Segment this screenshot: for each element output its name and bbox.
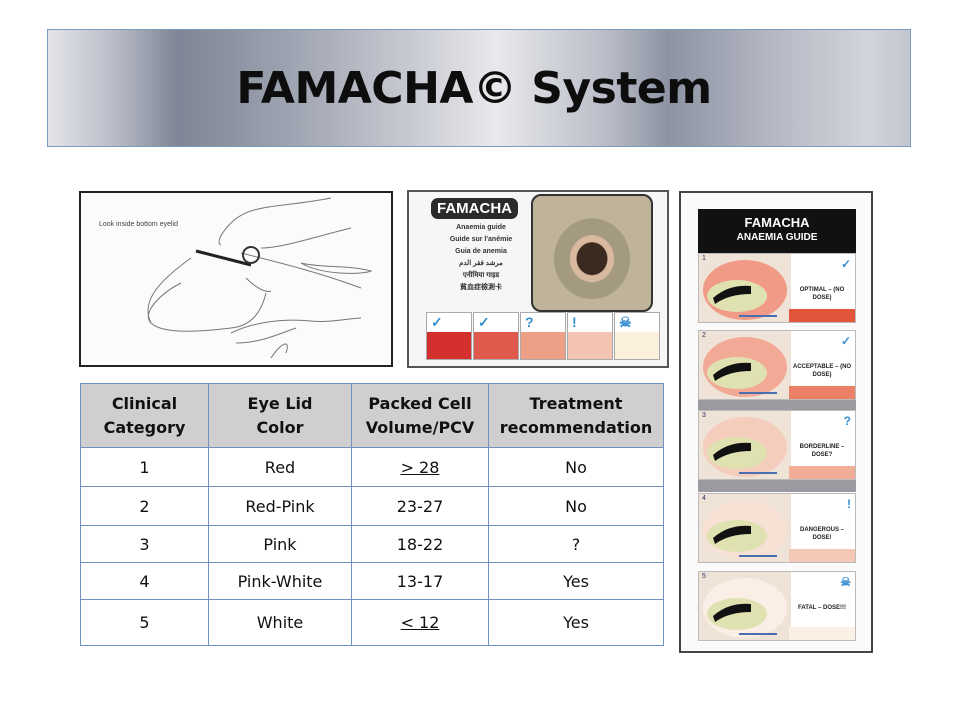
- panel-number: 4: [702, 495, 706, 502]
- header-eye-lid-color: Eye Lid Color: [208, 383, 352, 448]
- swatch-1: ✓: [426, 312, 472, 360]
- panel-label: ACCEPTABLE – (NO DOSE): [792, 364, 852, 378]
- table-row: 2 Red-Pink 23-27 No: [80, 486, 664, 526]
- pcv-cell: 18-22: [351, 525, 489, 563]
- guide-subtitle: ANAEMIA GUIDE: [736, 232, 818, 243]
- eyelid-illustration: [699, 572, 791, 640]
- language-label: Guide sur l'anémie: [449, 236, 513, 243]
- pcv-cell: < 12: [351, 599, 489, 646]
- swatch-4: !: [567, 312, 613, 360]
- guide-panel-4: 4 ! DANGEROUS – DOSE!: [698, 493, 856, 563]
- check-icon: ✓: [431, 314, 443, 330]
- eyelid-illustration: [699, 331, 791, 399]
- category-cell: 1: [80, 447, 209, 487]
- check-icon: ✓: [478, 314, 490, 330]
- language-label: 貧血症檢測卡: [460, 284, 502, 291]
- language-label: Anaemia guide: [456, 224, 506, 231]
- panel-label: DANGEROUS – DOSE!: [799, 527, 844, 541]
- pcv-cell: > 28: [351, 447, 489, 487]
- illustration-caption: Look inside bottom eyelid: [99, 221, 178, 228]
- header-pcv: Packed Cell Volume/PCV: [351, 383, 489, 448]
- famacha-anaemia-guide: FAMACHA ANAEMIA GUIDE 1 ✓ OPTIMAL – (NO …: [679, 191, 873, 653]
- slide-title: FAMACHA© System: [236, 62, 712, 114]
- card-language-list: Anaemia guide Guide sur l'anémie Guia de…: [431, 222, 531, 294]
- color-bar: [789, 386, 855, 399]
- category-cell: 5: [80, 599, 209, 646]
- eyelid-examination-illustration: Look inside bottom eyelid: [79, 191, 393, 367]
- eyelid-color-cell: Red-Pink: [208, 486, 352, 526]
- color-bar: [789, 466, 855, 479]
- category-cell: 3: [80, 525, 209, 563]
- panel-number: 3: [702, 412, 706, 419]
- pcv-cell: 23-27: [351, 486, 489, 526]
- color-bar: [789, 627, 855, 640]
- famacha-logo: FAMACHA: [431, 198, 518, 219]
- panel-label: BORDERLINE – DOSE?: [799, 444, 845, 458]
- table-header-row: Clinical Category Eye Lid Color Packed Cel…: [80, 383, 664, 448]
- language-label: مرشد فقر الدم: [459, 260, 503, 267]
- guide-title: FAMACHA: [744, 215, 810, 230]
- guide-header: FAMACHA ANAEMIA GUIDE: [698, 209, 856, 253]
- swatch-color: [521, 332, 565, 359]
- panel-number: 1: [702, 255, 706, 262]
- table-row: 1 Red > 28 No: [80, 447, 664, 487]
- treatment-cell: No: [488, 486, 664, 526]
- swatch-color: [474, 332, 518, 359]
- eyelid-illustration: [699, 494, 791, 562]
- skull-icon: ☠: [840, 575, 851, 589]
- swatch-5: ☠: [614, 312, 660, 360]
- treatment-cell: Yes: [488, 562, 664, 600]
- header-clinical-category: Clinical Category: [80, 383, 209, 448]
- question-icon: ?: [843, 414, 851, 428]
- swatch-3: ?: [520, 312, 566, 360]
- eyelid-illustration: [699, 254, 791, 322]
- language-label: Guia de anemia: [455, 248, 507, 255]
- table-row: 3 Pink 18-22?: [80, 525, 664, 563]
- exclamation-icon: !: [572, 314, 577, 330]
- famacha-table: Clinical Category Eye Lid Color Packed Cel…: [80, 383, 664, 646]
- header-treatment: Treatment recommendation: [488, 383, 664, 448]
- skull-icon: ☠: [619, 314, 632, 330]
- exclamation-icon: !: [847, 497, 851, 511]
- color-bar: [789, 309, 855, 322]
- eyelid-color-cell: Red: [208, 447, 352, 487]
- swatch-color: [427, 332, 471, 359]
- eyelid-color-cell: Pink-White: [208, 562, 352, 600]
- category-cell: 2: [80, 486, 209, 526]
- panel-label: FATAL – DOSE!!!: [798, 605, 846, 611]
- pcv-cell: 13-17: [351, 562, 489, 600]
- table-row: 5 White < 12 Yes: [80, 599, 664, 646]
- check-icon: ✓: [840, 334, 851, 348]
- language-label: एनीमिया गाइड: [462, 272, 500, 279]
- table-row: 4 Pink-White 13-17 Yes: [80, 562, 664, 600]
- question-icon: ?: [525, 314, 534, 330]
- swatch-color: [568, 332, 612, 359]
- color-bar: [789, 549, 855, 562]
- hand-goat-drawing: [147, 197, 373, 359]
- category-cell: 4: [80, 562, 209, 600]
- eyelid-color-cell: White: [208, 599, 352, 646]
- guide-panel-1: 1 ✓ OPTIMAL – (NO DOSE): [698, 253, 856, 323]
- treatment-cell: No: [488, 447, 664, 487]
- eyelid-illustration: [699, 411, 791, 479]
- divider-bar: [698, 476, 856, 492]
- panel-label: OPTIMAL – (NO DOSE): [799, 287, 845, 301]
- panel-number: 5: [702, 573, 706, 580]
- swatch-2: ✓: [473, 312, 519, 360]
- title-banner: FAMACHA© System: [47, 29, 911, 147]
- guide-panel-2: 2 ✓ ACCEPTABLE – (NO DOSE): [698, 330, 856, 400]
- treatment-cell: ?: [488, 525, 664, 563]
- swatch-color: [615, 332, 659, 359]
- panel-number: 2: [702, 332, 706, 339]
- check-icon: ✓: [840, 257, 851, 271]
- guide-panel-3: 3 ? BORDERLINE – DOSE?: [698, 410, 856, 480]
- treatment-cell: Yes: [488, 599, 664, 646]
- guide-panel-5: 5 ☠ FATAL – DOSE!!!: [698, 571, 856, 641]
- famacha-card-photo: FAMACHA Anaemia guide Guide sur l'anémie…: [407, 190, 669, 368]
- eyelid-color-cell: Pink: [208, 525, 352, 563]
- goat-eye-photo: [531, 194, 653, 312]
